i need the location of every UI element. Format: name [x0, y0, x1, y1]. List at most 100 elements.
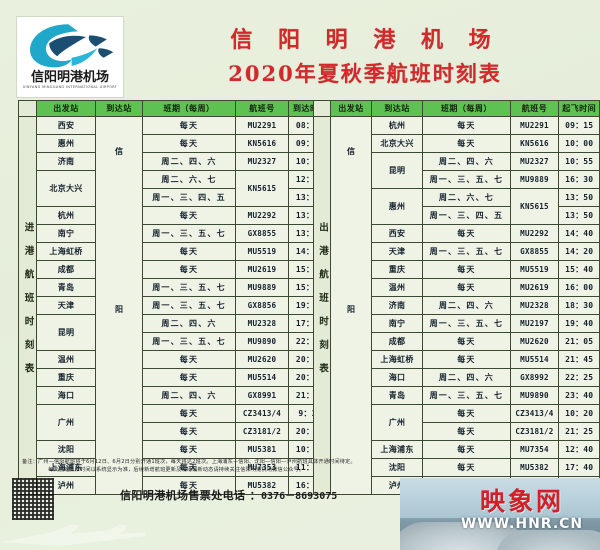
flight-number: MU5519: [235, 242, 289, 261]
hotline-number: 0376－8693075: [261, 491, 338, 502]
departures-table-head: 出发站 到达站 班期（每周） 航班号 起飞时间: [312, 100, 600, 117]
flight-number: MU2620: [509, 332, 560, 351]
flight-number: MU5514: [509, 350, 560, 369]
table-row: 每天 CZ3181/2 21：25: [314, 422, 600, 441]
flight-number: KN5616: [235, 134, 289, 153]
flight-weekdays: 周二、六、七: [142, 170, 236, 189]
table-row: 广州 每天 CZ3413/4 10：20: [314, 404, 600, 441]
flight-number: MU5382: [509, 458, 560, 477]
departure-time: 14：40: [558, 224, 600, 243]
departures-col-flight: 航班号: [509, 100, 560, 117]
arrivals-col-to: 到达站: [95, 100, 143, 117]
flight-weekdays: 每天: [142, 476, 236, 495]
origin-station: 成都: [36, 260, 96, 279]
flight-weekdays: 周一、三、五、七: [142, 278, 236, 297]
departure-time: 23：40: [558, 386, 600, 405]
flight-number: MU2619: [235, 260, 289, 279]
departure-time: 10：20: [558, 404, 600, 423]
departures-table-body: 出港航班时刻表 信阳 杭州 每天 MU2291 09：15 北京大兴 每天 KN5616 10：0…: [312, 116, 600, 495]
origin-station: 海口: [36, 386, 96, 405]
destination-station: 西安: [370, 224, 424, 243]
flight-weekdays: 每天: [142, 422, 236, 441]
flight-number: MU2197: [509, 314, 560, 333]
departure-time: 19：40: [558, 314, 600, 333]
flight-weekdays: 周一、三、五、七: [142, 224, 236, 243]
flight-number: GX8991: [235, 386, 289, 405]
flight-weekdays: 每天: [422, 116, 511, 135]
flight-weekdays: 每天: [142, 116, 236, 135]
arrivals-col-week: 班期（每周）: [142, 100, 236, 117]
flight-weekdays: 周二、四、六: [422, 296, 511, 315]
ticket-office-hotline: 信阳明港机场售票处电话 ：0376－8693075: [120, 487, 337, 503]
departure-time: 18：30: [558, 296, 600, 315]
table-row: 西安 每天 MU2292 14：40: [314, 224, 600, 243]
table-row: 沈阳 每天 MU5382 17：40: [314, 458, 600, 477]
destination-station: 昆明: [370, 152, 424, 189]
destination-station: 广州: [370, 404, 424, 441]
table-row: 青岛 周一、三、五、七 MU9890 23：40: [314, 386, 600, 405]
destination-station: 南宁: [370, 314, 424, 333]
flight-weekdays: 每天: [422, 332, 511, 351]
departures-col-to: 到达站: [370, 100, 424, 117]
flight-number: CZ3181/2: [235, 422, 289, 441]
table-row: 昆明 周二、四、六 MU2327 10：55: [314, 152, 600, 189]
flight-number: GX8855: [235, 224, 289, 243]
departure-time: 15：40: [558, 260, 600, 279]
flight-weekdays: 每天: [422, 422, 511, 441]
destination-station: 重庆: [370, 260, 424, 279]
flight-weekdays: 每天: [422, 404, 511, 423]
hotline-label: 信阳明港机场售票处电话 ：: [120, 489, 262, 502]
flight-weekdays: 周二、四、六: [142, 314, 236, 333]
table-row: 温州 每天 MU2619 16：00: [314, 278, 600, 297]
destination-station: 杭州: [370, 116, 424, 135]
table-row: 上海浦东 每天 MU7354 12：40: [314, 440, 600, 459]
flight-number: MU2292: [509, 224, 560, 243]
departure-time: 13：50: [558, 188, 600, 207]
arrivals-col-flight: 航班号: [235, 100, 289, 117]
table-row: 海口 周二、四、六 GX8991 21：40: [19, 386, 332, 405]
arrivals-table-body: 进港航班时刻表 西安 信阳 每天 MU2291 08：30 惠州 每天 KN5616 09：15 济…: [18, 116, 332, 495]
origin-station: 重庆: [36, 368, 96, 387]
flight-weekdays: 每天: [422, 134, 511, 153]
table-row: 杭州 每天 MU2292 13：35: [19, 206, 332, 225]
flight-number: MU7354: [509, 440, 560, 459]
destination-station: 上海浦东: [370, 440, 424, 459]
flight-number: MU9890: [509, 386, 560, 405]
departure-time: 21：05: [558, 332, 600, 351]
airport-logo: 信阳明港机场 XINYANG MINGGANG INTERNATIONAL AI…: [16, 16, 124, 98]
flight-weekdays: 周二、六、七: [422, 188, 511, 207]
flight-weekdays: 周一、三、五、七: [422, 170, 511, 189]
table-row: 北京大兴 每天 KN5616 10：00: [314, 134, 600, 153]
table-row: 重庆 每天 MU5519 15：40: [314, 260, 600, 279]
flight-number: MU2328: [235, 314, 289, 333]
destination-station: 沈阳: [370, 458, 424, 477]
watermark: 映象网 WWW.HNR.CN: [452, 482, 592, 532]
airport-logo-text: 信阳明港机场: [30, 70, 109, 85]
origin-station: 济南: [36, 152, 96, 171]
airport-logo-subtext: XINYANG MINGGANG INTERNATIONAL AIRPORT: [22, 85, 118, 89]
departure-time: 21：25: [558, 422, 600, 441]
table-row: 济南 周二、四、六 MU2328 18：30: [314, 296, 600, 315]
flight-weekdays: 每天: [142, 242, 236, 261]
table-row: 上海虹桥 每天 MU5514 21：45: [314, 350, 600, 369]
airport-logo-mark: [30, 24, 114, 68]
departure-time: 10：55: [558, 152, 600, 171]
flight-weekdays: 周一、三、五、七: [422, 314, 511, 333]
airport-station-xinyang: 信阳: [95, 116, 143, 495]
flight-number: MU2328: [509, 296, 560, 315]
flight-number: MU5514: [235, 368, 289, 387]
flight-weekdays: 每天: [422, 350, 511, 369]
page-header: 信阳明港机场 XINYANG MINGGANG INTERNATIONAL AI…: [0, 0, 600, 100]
flight-weekdays: 每天: [142, 458, 236, 477]
table-row: 温州 每天 MU2620 20：10: [19, 350, 332, 369]
table-row: 广州 每天 CZ3413/4 9：35: [19, 404, 332, 441]
flight-weekdays: 周一、三、五、七: [422, 386, 511, 405]
destination-station: 温州: [370, 278, 424, 297]
watermark-url: WWW.HNR.CN: [460, 516, 584, 532]
arrivals-side-header: [18, 100, 37, 117]
departure-time: 14：20: [558, 242, 600, 261]
footnotes: 备注：广州—信阳航班将于6月12日、6月2日分别开通1班次，每天将达2班次。上海…: [22, 458, 578, 474]
airplane-decoration: [2, 524, 146, 546]
arrivals-table: 出发站 到达站 班期（每周） 航班号 到达时间 进港航班时刻表 西安 信阳 每天 MU2…: [18, 100, 332, 495]
watermark-brand: 映象网: [479, 487, 564, 516]
